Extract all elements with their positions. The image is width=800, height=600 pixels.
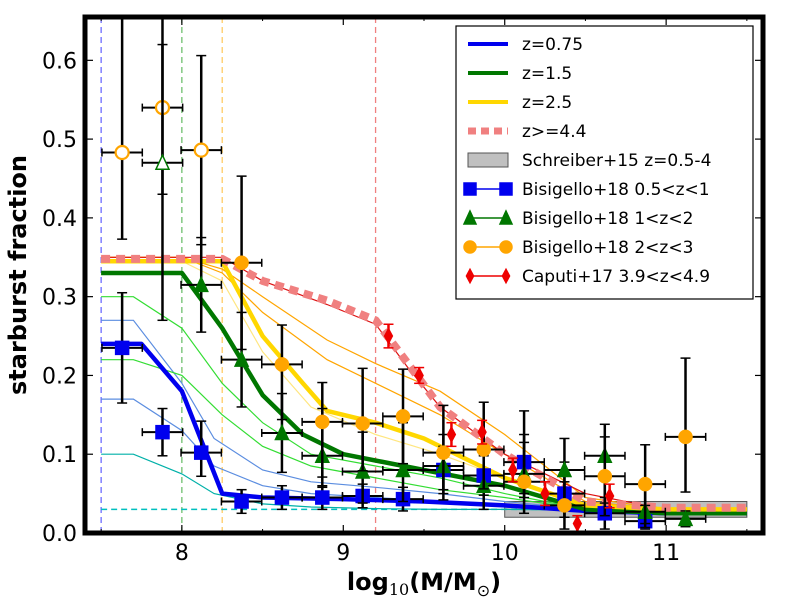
data-point-circle <box>436 445 451 460</box>
data-point-diamond <box>540 484 550 503</box>
legend-label: z>=4.4 <box>522 122 586 142</box>
y-tick-label: 0.2 <box>42 364 77 389</box>
data-point-diamond <box>383 327 394 345</box>
data-point-circle <box>234 255 249 271</box>
data-point-circle <box>476 442 491 457</box>
legend-entry-0: z=0.75 <box>468 35 583 55</box>
data-point-circle <box>193 142 209 158</box>
legend-marker-right <box>501 267 511 285</box>
data-point-triangle <box>395 460 411 478</box>
data-point-circle <box>678 429 693 445</box>
data-point-circle <box>516 474 532 490</box>
legend-marker-left <box>462 209 478 225</box>
data-point-diamond <box>477 423 487 441</box>
data-point-square <box>274 490 290 505</box>
plot-area <box>100 17 748 533</box>
x-axis-title-close: ) <box>490 568 501 596</box>
legend-label: z=1.5 <box>522 64 572 84</box>
data-point-square <box>315 490 330 505</box>
thin-curve-6 <box>101 256 747 510</box>
legend-entry-8: Caputi+17 3.9<z<4.9 <box>465 267 710 287</box>
data-point-circle <box>637 476 653 492</box>
legend-label: Caputi+17 3.9<z<4.9 <box>522 267 710 287</box>
data-point-circle <box>395 409 411 424</box>
legend-marker-right <box>499 182 513 196</box>
data-point-diamond <box>508 461 518 479</box>
legend-patch-swatch <box>467 152 509 168</box>
data-point-circle <box>557 498 572 513</box>
data-point-triangle <box>154 153 171 170</box>
legend-marker-left <box>463 240 477 254</box>
legend-marker-left <box>463 182 477 196</box>
x-tick-label: 9 <box>336 541 350 566</box>
legend-label: z=0.75 <box>522 35 583 55</box>
x-axis-title-sun: ⊙ <box>477 581 490 600</box>
legend-label: Bisigello+18 1<z<2 <box>522 209 693 229</box>
legend-entry-1: z=1.5 <box>468 64 572 84</box>
data-point-circle <box>355 416 370 431</box>
legend-entry-3: z>=4.4 <box>468 122 586 142</box>
points-2 <box>220 175 707 530</box>
data-point-triangle <box>233 350 250 367</box>
x-tick-label: 11 <box>652 541 680 566</box>
x-axis-title-sub: 10 <box>389 580 409 599</box>
legend-entry-7: Bisigello+18 2<z<3 <box>463 238 693 258</box>
x-axis-title-rest: (M/M <box>409 568 477 596</box>
legend-entry-4: Schreiber+15 z=0.5-4 <box>467 151 711 171</box>
data-point-square <box>193 445 209 460</box>
x-tick-label: 10 <box>491 541 519 566</box>
x-tick-label: 8 <box>175 541 189 566</box>
legend-marker-left <box>465 267 475 285</box>
x-axis-title-log: log <box>347 568 389 596</box>
data-point-triangle <box>274 423 290 441</box>
y-tick-label: 0.5 <box>42 128 77 153</box>
legend: z=0.75 z=1.5 z=2.5 z>=4.4 Schreiber+15 z=0.5… <box>455 25 754 300</box>
data-point-square <box>155 424 170 440</box>
data-point-diamond <box>414 366 424 385</box>
legend-label: Schreiber+15 z=0.5-4 <box>522 151 711 171</box>
legend-entry-5: Bisigello+18 0.5<z<1 <box>463 180 710 200</box>
y-tick-label: 0.6 <box>42 49 77 74</box>
data-point-square <box>114 340 130 356</box>
data-point-triangle <box>556 460 573 478</box>
y-tick-label: 0.4 <box>42 207 77 232</box>
legend-entry-6: Bisigello+18 1<z<2 <box>462 209 693 229</box>
data-point-diamond <box>446 425 457 444</box>
legend-marker-right <box>498 209 514 225</box>
x-axis-title: log10(M/M⊙) <box>347 568 501 600</box>
data-point-triangle <box>677 509 694 527</box>
points-3 <box>383 323 615 533</box>
y-tick-label: 0.3 <box>42 286 77 311</box>
data-point-circle <box>315 414 330 430</box>
data-point-diamond <box>604 487 615 505</box>
y-tick-label: 0.0 <box>42 522 77 547</box>
data-point-circle <box>274 357 290 372</box>
legend-label: Bisigello+18 2<z<3 <box>522 238 693 258</box>
y-tick-label: 0.1 <box>42 443 77 468</box>
data-point-circle <box>114 144 130 161</box>
legend-label: z=2.5 <box>522 93 572 113</box>
plot-frame <box>82 14 766 536</box>
y-axis-title: starburst fraction <box>4 155 32 395</box>
data-point-circle <box>597 469 613 484</box>
data-point-triangle <box>193 275 209 293</box>
legend-marker-right <box>499 240 513 254</box>
thin-curve-7 <box>101 256 747 510</box>
data-point-square <box>234 494 249 509</box>
legend-label: Bisigello+18 0.5<z<1 <box>522 180 710 200</box>
open-points-1 <box>141 17 184 322</box>
legend-entry-2: z=2.5 <box>468 93 572 113</box>
